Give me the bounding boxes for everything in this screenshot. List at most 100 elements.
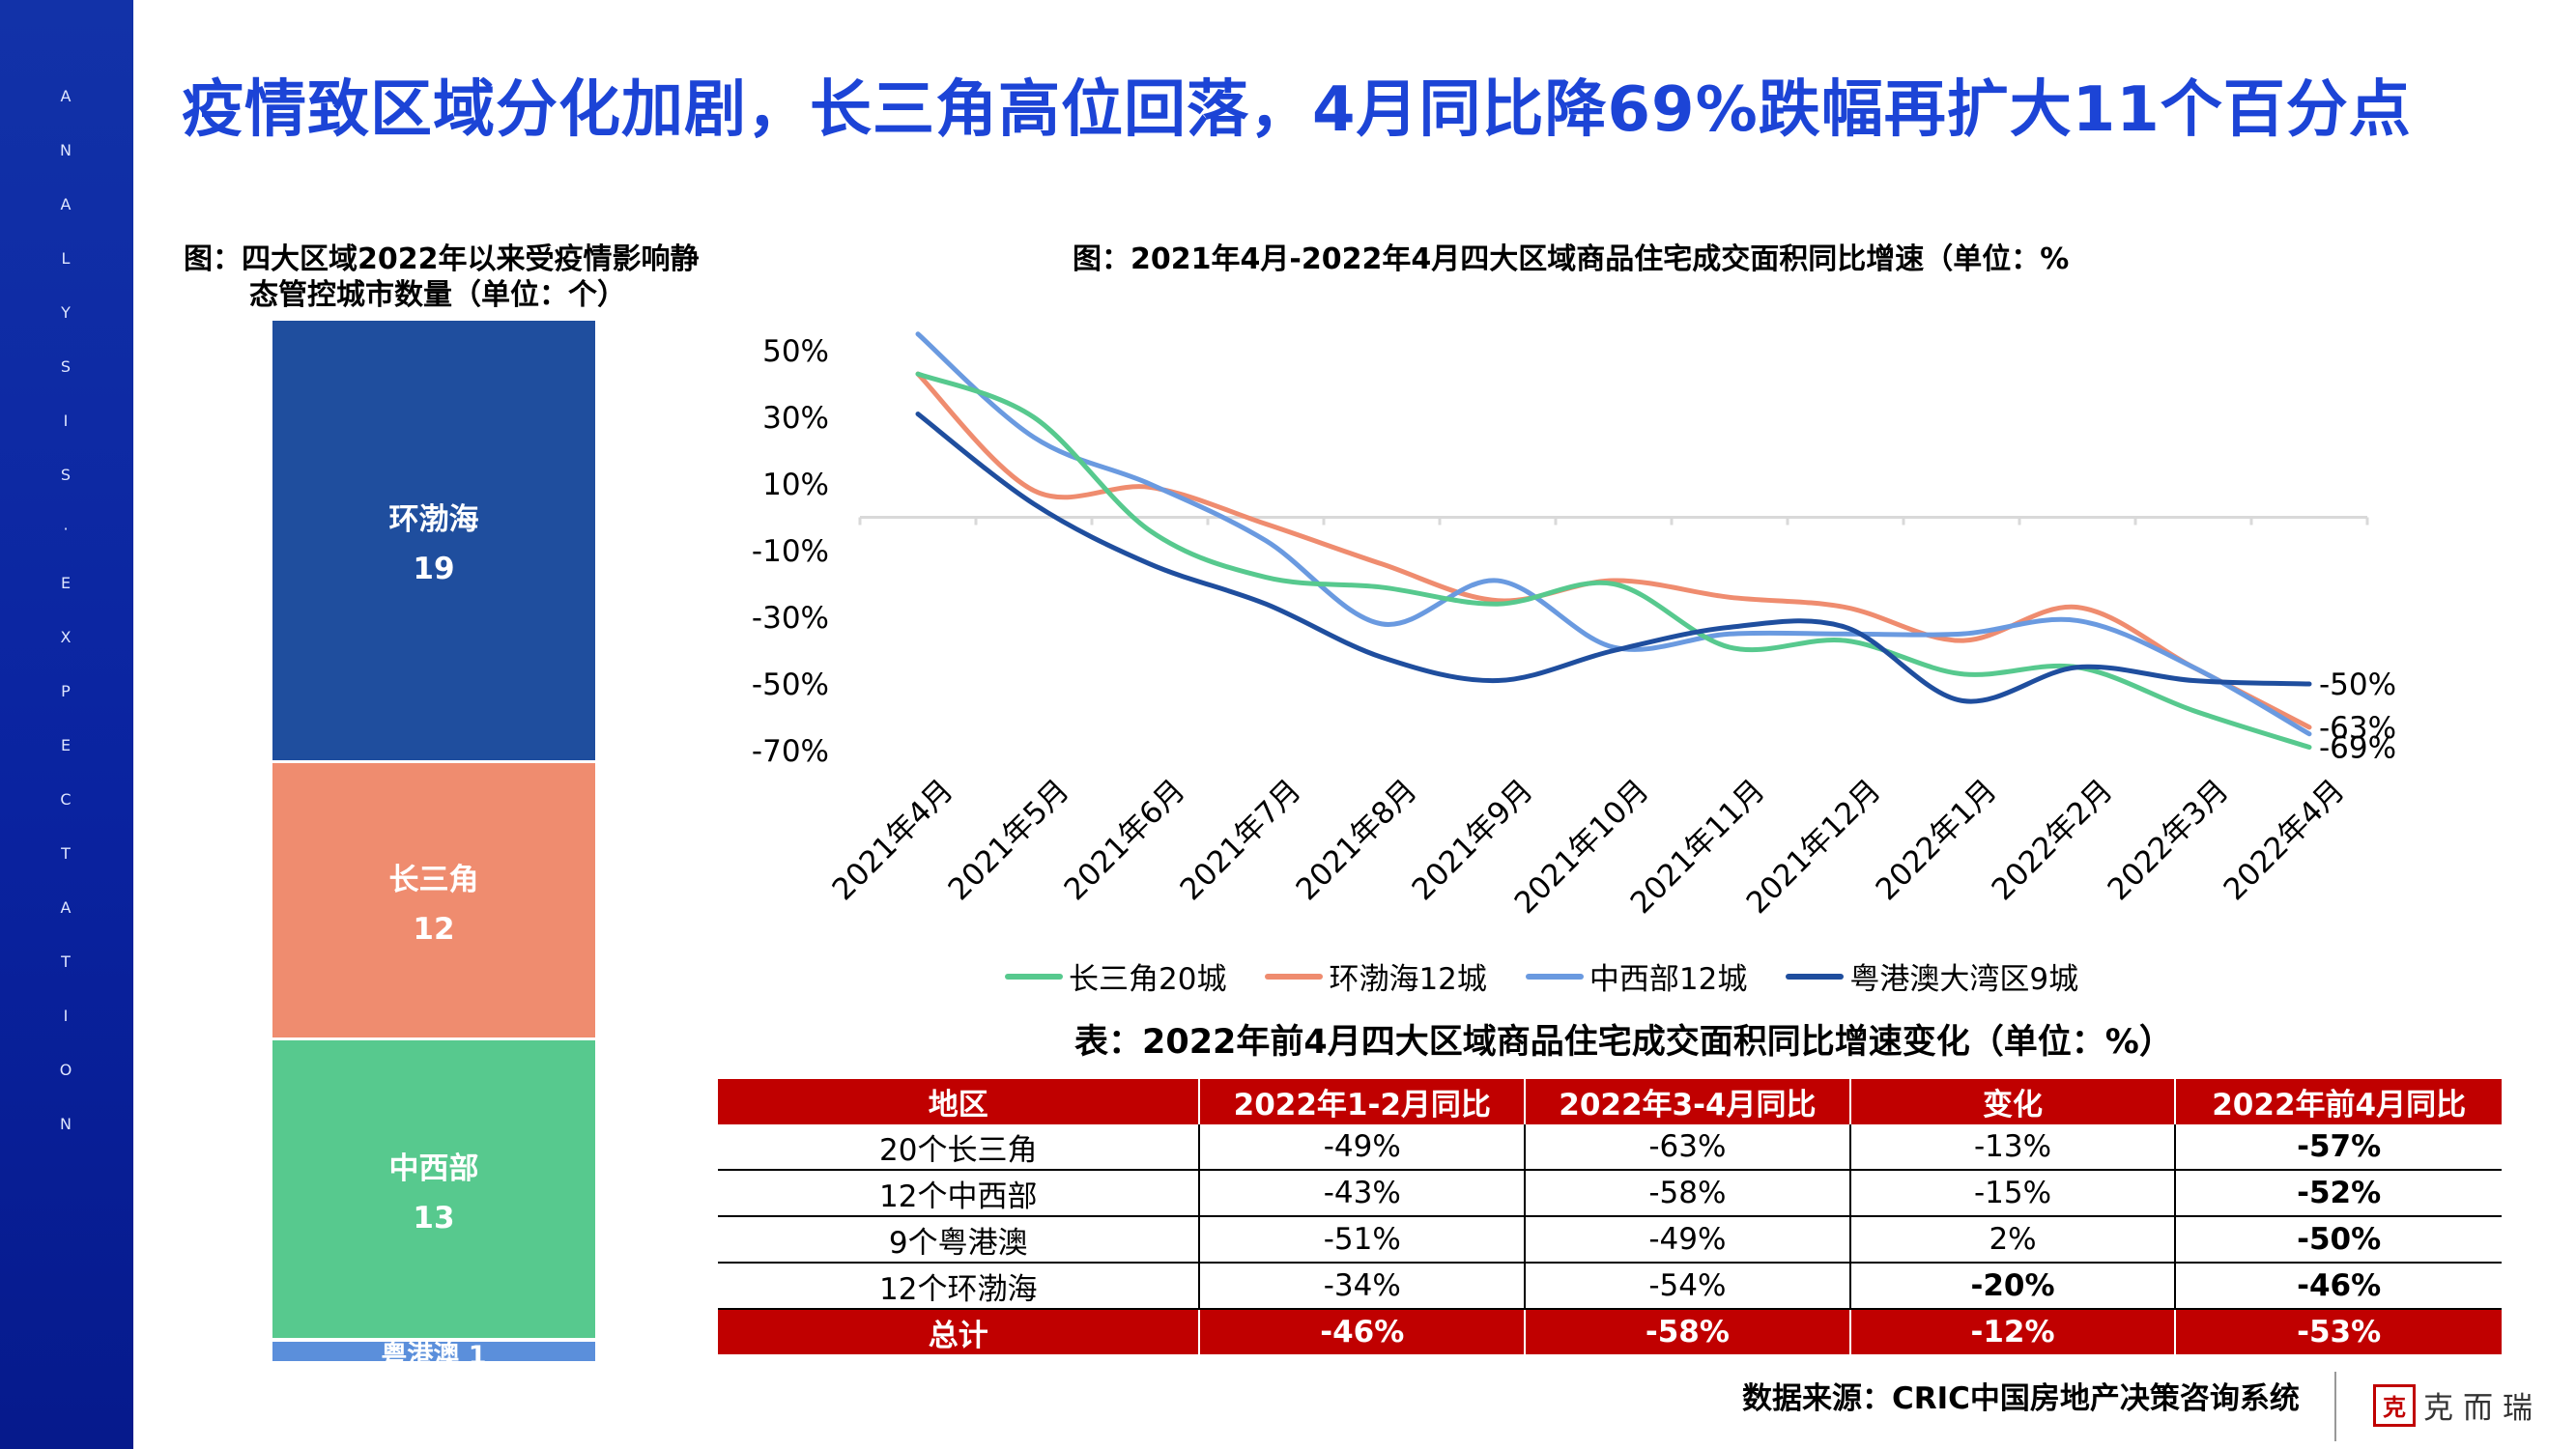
table-cell: -49%: [1524, 1216, 1850, 1264]
legend-swatch: [1786, 973, 1845, 980]
table-cell: -52%: [2174, 1170, 2502, 1217]
table-row: 9个粤港澳 -51% -49% 2% -50%: [718, 1216, 2502, 1264]
sidebar-letter: T: [61, 844, 71, 863]
sidebar-letter: I: [63, 412, 69, 430]
x-tick-label: 2022年1月: [1870, 773, 2004, 907]
table-header: 2022年1-2月同比: [1198, 1079, 1526, 1124]
page-title: 疫情致区域分化加剧，长三角高位回落，4月同比降69%跌幅再扩大11个百分点: [182, 74, 2412, 146]
series-line: [915, 412, 2312, 704]
legend-item: 长三角20城: [1005, 954, 1226, 998]
sidebar-letter: N: [60, 141, 72, 159]
table-cell: -12%: [1848, 1309, 2176, 1354]
segment-label: 中西部: [388, 1151, 479, 1186]
table-cell: -49%: [1198, 1124, 1526, 1171]
table-cell: -54%: [1524, 1263, 1850, 1310]
stack-segment-yuegangao: 粤港澳 1: [272, 1342, 595, 1361]
legend-swatch: [1005, 973, 1063, 980]
table-cell: -13%: [1848, 1124, 2176, 1171]
sidebar-letter: E: [60, 574, 72, 592]
legend-label: 环渤海12城: [1329, 962, 1487, 997]
segment-value: 13: [413, 1200, 455, 1236]
segment-label: 环渤海: [388, 502, 479, 537]
stack-segment-huanbohai: 环渤海 19: [272, 321, 595, 760]
sidebar-letter: T: [61, 952, 71, 971]
table-header: 2022年3-4月同比: [1524, 1079, 1850, 1124]
table-cell: -53%: [2174, 1309, 2502, 1354]
x-tick-label: 2021年6月: [1058, 773, 1192, 907]
sidebar-letter: L: [61, 249, 71, 268]
y-tick-label: 30%: [762, 401, 829, 436]
legend-swatch: [1265, 973, 1324, 980]
line-chart-title: 图：2021年4月-2022年4月四大区域商品住宅成交面积同比增速（单位：%: [1073, 242, 2070, 276]
sidebar-letter: X: [60, 628, 72, 646]
series-line: [915, 331, 2312, 737]
sidebar-letter: ·: [63, 520, 69, 538]
legend-swatch: [1525, 973, 1584, 980]
sidebar-letter: S: [60, 466, 72, 484]
sidebar-letter: O: [59, 1061, 72, 1079]
data-source: 数据来源：CRIC中国房地产决策咨询系统: [1742, 1381, 2300, 1416]
table-cell: -57%: [2174, 1124, 2502, 1171]
y-tick-label: -70%: [752, 734, 829, 769]
y-tick-label: -30%: [752, 601, 829, 636]
line-chart: 50%30%10%-10%-30%-50%-70%2021年4月2021年5月2…: [752, 331, 2396, 921]
table-header: 地区: [718, 1079, 1200, 1124]
segment-value: 12: [413, 911, 455, 947]
table-cell-region: 9个粤港澳: [718, 1216, 1200, 1264]
sidebar-vertical-text: A N A L Y S I S · E X P E C T A T I O N: [56, 87, 75, 1169]
legend-item: 环渤海12城: [1265, 954, 1487, 998]
x-tick-label: 2021年5月: [942, 773, 1076, 907]
table-header: 2022年前4月同比: [2174, 1079, 2502, 1124]
segment-value: 19: [413, 552, 455, 586]
sidebar-letter: A: [60, 195, 72, 213]
sidebar-letter: P: [61, 682, 71, 700]
y-tick-label: 50%: [762, 334, 829, 369]
table-header: 变化: [1848, 1079, 2176, 1124]
segment-label: 粤港澳 1: [381, 1342, 487, 1361]
y-tick-label: -10%: [752, 534, 829, 569]
logo-seal-icon: 克: [2373, 1383, 2416, 1427]
table-cell-region: 12个环渤海: [718, 1263, 1200, 1310]
table-cell: -63%: [1524, 1124, 1850, 1171]
end-data-label: -69%: [2319, 731, 2396, 766]
table-cell: -46%: [2174, 1263, 2502, 1310]
x-tick-label: 2021年4月: [826, 773, 960, 907]
stack-segment-changsanjiao: 长三角 12: [272, 763, 595, 1037]
table-cell-region: 总计: [718, 1309, 1200, 1354]
legend-label: 粤港澳大湾区9城: [1849, 962, 2079, 997]
table-cell: -58%: [1524, 1309, 1850, 1354]
table-total-row: 总计 -46% -58% -12% -53%: [718, 1309, 2502, 1354]
legend-label: 长三角20城: [1069, 962, 1227, 997]
sidebar-letter: N: [60, 1115, 72, 1133]
sidebar-letter: I: [63, 1007, 69, 1025]
table-cell-region: 12个中西部: [718, 1170, 1200, 1217]
x-tick-label: 2021年8月: [1290, 773, 1424, 907]
y-tick-label: -50%: [752, 668, 829, 702]
table-cell: -20%: [1848, 1263, 2176, 1310]
series-line: [915, 371, 2312, 751]
table-cell: -34%: [1198, 1263, 1526, 1310]
table-header-row: 地区 2022年1-2月同比 2022年3-4月同比 变化 2022年前4月同比: [718, 1079, 2502, 1124]
sidebar-letter: S: [60, 357, 72, 376]
logo-name: 克而瑞: [2423, 1391, 2542, 1426]
sidebar-letter: C: [60, 790, 72, 809]
stack-chart-caption-line2: 态管控城市数量（单位：个）: [249, 278, 626, 312]
x-tick-label: 2022年4月: [2218, 773, 2352, 907]
table-cell: -43%: [1198, 1170, 1526, 1217]
company-logo: 克 克而瑞: [2373, 1383, 2542, 1427]
table-row: 12个环渤海 -34% -54% -20% -46%: [718, 1263, 2502, 1310]
table-cell-region: 20个长三角: [718, 1124, 1200, 1171]
growth-table: 地区 2022年1-2月同比 2022年3-4月同比 变化 2022年前4月同比…: [718, 1079, 2502, 1354]
footer-divider: [2334, 1372, 2336, 1441]
table-cell: -15%: [1848, 1170, 2176, 1217]
stack-segment-zhongxibu: 中西部 13: [272, 1040, 595, 1338]
sidebar-letter: A: [60, 87, 72, 105]
y-tick-label: 10%: [762, 468, 829, 502]
chart-legend: 长三角20城 环渤海12城 中西部12城 粤港澳大湾区9城: [1005, 954, 2078, 998]
table-cell: -46%: [1198, 1309, 1526, 1354]
sidebar-letter: Y: [61, 303, 71, 322]
sidebar: A N A L Y S I S · E X P E C T A T I O N: [0, 0, 133, 1449]
sidebar-letter: A: [60, 898, 72, 917]
sidebar-letter: E: [60, 736, 72, 754]
x-tick-label: 2022年3月: [2102, 773, 2236, 907]
